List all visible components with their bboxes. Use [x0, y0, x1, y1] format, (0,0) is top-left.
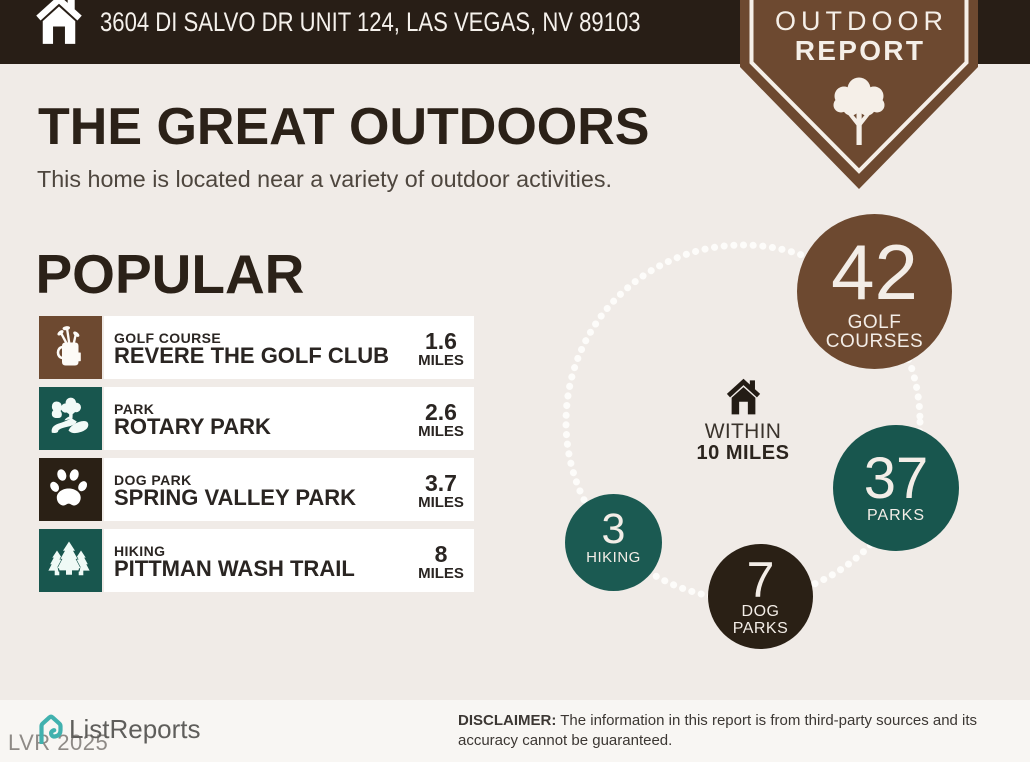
svg-text:OUTDOOR: OUTDOOR: [775, 6, 948, 36]
svg-text:REPORT: REPORT: [795, 35, 925, 66]
